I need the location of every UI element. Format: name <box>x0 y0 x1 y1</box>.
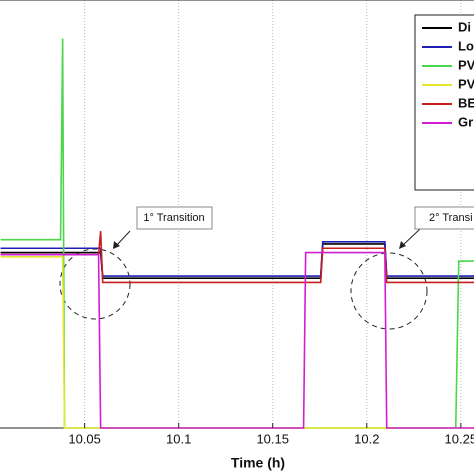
annotation-box <box>414 206 474 230</box>
series-line <box>0 251 474 429</box>
series-line <box>0 38 474 429</box>
x-tick-label: 10.1 <box>166 431 191 446</box>
series-line <box>0 231 474 284</box>
transition-circle <box>350 252 428 330</box>
arrowhead <box>399 241 406 249</box>
arrow <box>401 228 421 247</box>
legend-box <box>414 14 474 191</box>
legend: Di Lo PV PV BE Gr <box>414 14 474 191</box>
annotation-box <box>136 206 213 230</box>
legend-label: PV <box>458 76 474 91</box>
annotation: 1° Transition <box>143 212 204 224</box>
x-tick-label: 10.15 <box>256 431 289 446</box>
transition-circle <box>59 248 131 320</box>
x-tick-label: 10.05 <box>68 431 101 446</box>
legend-label: Gr <box>458 114 473 129</box>
annotation: 2° Transi <box>429 212 473 224</box>
arrow <box>115 230 131 247</box>
x-axis-label: Time (h) <box>231 455 285 471</box>
arrowhead <box>113 241 120 249</box>
legend-label: Di <box>458 19 471 34</box>
x-tick-label: 10.25 <box>445 431 474 446</box>
series-line <box>0 243 474 279</box>
x-tick-label: 10.2 <box>354 431 379 446</box>
legend-label: Lo <box>458 38 474 53</box>
legend-label: PV <box>458 57 474 72</box>
legend-label: BE <box>458 95 474 110</box>
